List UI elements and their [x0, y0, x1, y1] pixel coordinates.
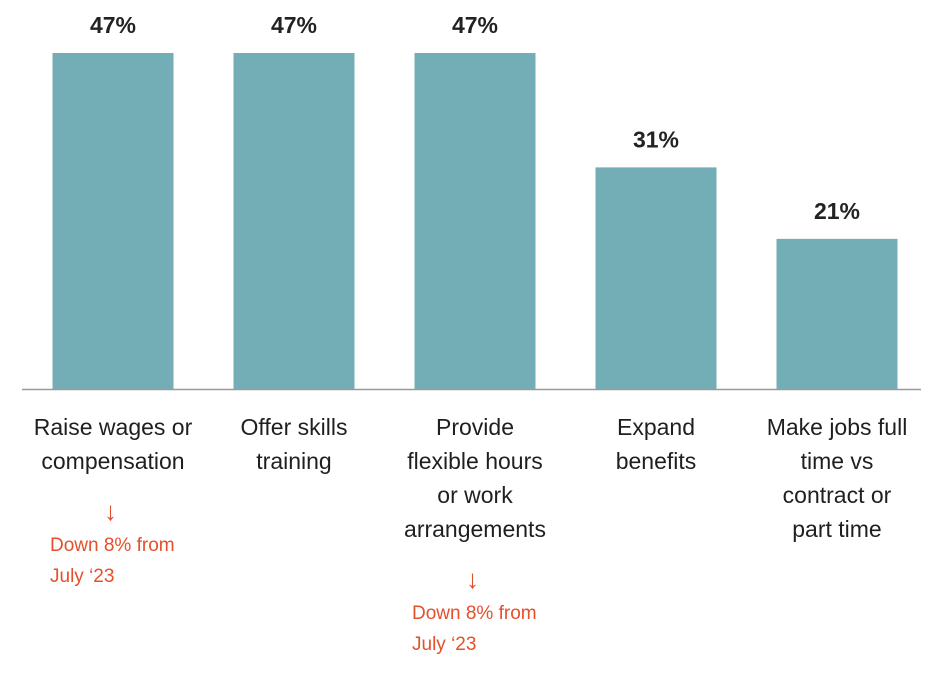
category-label-line: arrangements — [404, 516, 546, 542]
category-label-line: benefits — [615, 448, 697, 474]
category-label-line: contract or — [782, 482, 892, 508]
annotation-note-line: Down 8% from — [412, 603, 537, 624]
category-label-line: training — [256, 448, 332, 474]
category-label-3: Expand benefits — [571, 410, 741, 478]
annotation-note: Down 8% from July ‘23 — [50, 530, 175, 592]
category-label-line: Raise wages or — [33, 414, 193, 440]
annotation-note-line: July ‘23 — [412, 634, 477, 655]
annotation-note: Down 8% from July ‘23 — [412, 598, 537, 660]
bar-1 — [233, 53, 355, 389]
bar-value-label-2: 47% — [452, 12, 498, 38]
down-arrow-icon: ↓ — [104, 496, 117, 526]
value-labels: 47% 47% 47% 31% 21% — [90, 12, 860, 224]
category-label-line: Make jobs full — [766, 414, 908, 440]
category-label-line: Expand — [616, 414, 695, 440]
category-label-line: Provide — [436, 414, 514, 440]
category-label-1: Offer skills training — [209, 410, 379, 478]
bars — [52, 53, 898, 389]
bar-value-label-0: 47% — [90, 12, 136, 38]
category-label-line: flexible hours — [407, 448, 543, 474]
category-label-line: Offer skills — [240, 414, 348, 440]
category-label-line: time vs — [800, 448, 874, 474]
annotation-note-line: Down 8% from — [50, 535, 175, 556]
bar-value-label-1: 47% — [271, 12, 317, 38]
category-label-4: Make jobs full time vs contract or part tim… — [752, 410, 922, 546]
bar-value-label-3: 31% — [633, 126, 679, 152]
category-label-0: Raise wages or compensation — [28, 410, 198, 478]
bar-4 — [776, 238, 898, 389]
bar-3 — [595, 167, 717, 389]
bar-0 — [52, 53, 174, 389]
bar-2 — [414, 53, 536, 389]
category-label-2: Provide flexible hours or work arrangements — [390, 410, 560, 546]
annotation-note-line: July ‘23 — [50, 566, 115, 587]
category-label-line: part time — [792, 516, 882, 542]
down-arrow-icon: ↓ — [466, 564, 479, 594]
category-label-line: or work — [437, 482, 513, 508]
bar-value-label-4: 21% — [814, 198, 860, 224]
category-label-line: compensation — [41, 448, 185, 474]
